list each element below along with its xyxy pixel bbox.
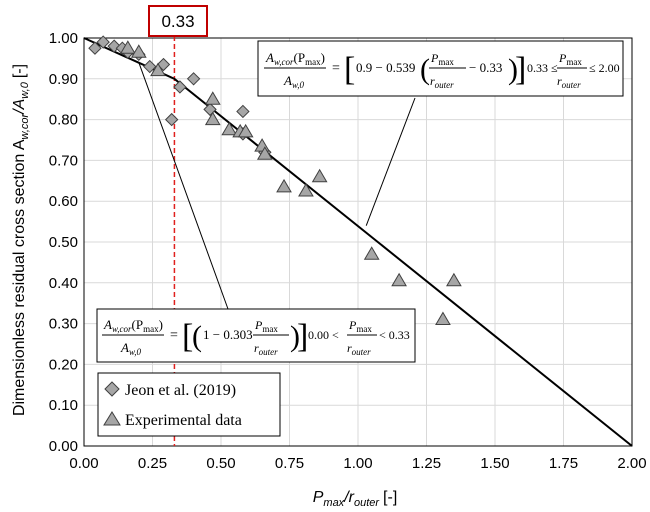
data-points — [88, 35, 462, 326]
y-axis-title: Dimensionless residual cross section Aw,… — [11, 64, 31, 416]
eq2-paren-right: ) — [290, 320, 300, 353]
experimental-data-point — [130, 44, 147, 58]
eq2-equals: = — [170, 328, 178, 343]
jeon-data-point — [164, 112, 179, 127]
y-tick-label: 0.30 — [49, 316, 78, 333]
experimental-data-point — [221, 121, 238, 136]
eq1-constant: 0.9 − 0.539 — [356, 60, 415, 75]
y-tick-label: 0.80 — [49, 112, 78, 129]
eq1-lhs-denominator: Aw,0 — [283, 73, 305, 90]
experimental-data-point — [237, 123, 254, 138]
legend-frame — [97, 372, 281, 437]
experimental-data-point — [446, 272, 462, 287]
y-tick-label: 0.50 — [49, 234, 78, 251]
x-tick-label: 1.50 — [480, 455, 509, 472]
x-tick-label: 2.00 — [617, 455, 646, 472]
jeon-data-point — [88, 41, 102, 55]
threshold-callout-box — [148, 5, 208, 37]
jeon-data-point — [96, 35, 110, 49]
eq1-range-denominator: router — [557, 74, 581, 90]
y-tick-labels: 0.00 0.10 0.20 0.30 0.40 0.50 0.60 0.70 0.80 0.90… — [49, 30, 78, 455]
experimental-data-point — [204, 91, 221, 105]
legend-triangle-icon — [103, 411, 121, 426]
x-tick-label: 1.25 — [412, 455, 441, 472]
eq1-minus: − 0.33 — [469, 60, 502, 75]
experimental-data-point — [119, 40, 136, 54]
eq1-paren-left: ( — [420, 53, 430, 86]
eq2-range-numerator: Pmax — [348, 318, 372, 334]
eq2-bracket-left: [ — [182, 318, 193, 355]
eq1-paren-right: ) — [508, 53, 518, 86]
y-tick-label: 0.70 — [49, 152, 78, 169]
eq1-bracket-left: [ — [344, 51, 355, 88]
y-tick-label: 0.20 — [49, 356, 78, 373]
eq2-paren-left: ( — [192, 320, 202, 353]
x-axis-title: Pmax/router [-] — [313, 489, 398, 509]
y-tick-label: 0.40 — [49, 275, 78, 292]
equation-upper-pointer — [365, 97, 416, 226]
eq1-bracket-right: ] — [515, 51, 526, 88]
experimental-data-point — [311, 168, 328, 183]
experimental-data-point — [298, 183, 314, 197]
jeon-data-point — [186, 72, 201, 86]
jeon-data-point — [236, 104, 250, 119]
eq2-lhs-numerator: Aw,cor(Pmax) — [103, 317, 163, 334]
eq1-equals: = — [332, 61, 340, 76]
eq2-range-right: < 0.33 — [379, 328, 410, 342]
eq1-frac-denominator: router — [430, 74, 454, 90]
jeon-data-point — [173, 80, 187, 94]
eq1-frac-numerator: Pmax — [430, 51, 454, 67]
y-tick-label: 0.90 — [49, 71, 78, 88]
x-tick-label: 0.75 — [275, 455, 304, 472]
x-tick-label: 0.00 — [69, 455, 98, 472]
y-tick-label: 0.10 — [49, 397, 78, 414]
equation-box-upper: Aw,cor(Pmax) Aw,0 = [ 0.9 − 0.539 ( Pmax… — [257, 40, 624, 97]
eq1-range-right: ≤ 2.00 — [589, 61, 620, 75]
x-tick-label: 1.00 — [343, 455, 372, 472]
x-tick-label: 0.50 — [206, 455, 235, 472]
equation-pointers — [138, 62, 416, 310]
plot-frame — [83, 37, 633, 447]
jeon-data-point — [143, 59, 157, 74]
eq2-lhs-denominator: Aw,0 — [120, 340, 142, 357]
eq1-range-left: 0.33 ≤ — [527, 61, 558, 75]
x-tick-label: 0.25 — [138, 455, 167, 472]
eq2-range-left: 0.00 < — [308, 328, 339, 342]
eq1-range-numerator: Pmax — [558, 51, 582, 67]
y-tick-label: 0.60 — [49, 193, 78, 210]
legend-label-experimental: Experimental data — [125, 412, 242, 429]
equation-box-lower: Aw,cor(Pmax) Aw,0 = [ ( 1 − 0.303 Pmax r… — [96, 308, 416, 363]
legend: Jeon et al. (2019) Experimental data — [97, 372, 281, 437]
experimental-data-point — [391, 272, 407, 287]
eq2-frac-numerator: Pmax — [254, 318, 278, 334]
y-tick-label: 0.00 — [49, 438, 78, 455]
eq2-range-denominator: router — [347, 341, 371, 357]
eq1-lhs-numerator: Aw,cor(Pmax) — [265, 50, 325, 67]
experimental-data-point — [204, 111, 221, 126]
x-tick-labels: 0.00 0.25 0.50 0.75 1.00 1.25 1.50 1.75 2.00 — [69, 455, 646, 472]
experimental-data-point — [435, 311, 451, 326]
equation-lower-pointer — [138, 62, 229, 310]
eq2-constant: 1 − 0.303 — [203, 327, 253, 342]
legend-diamond-icon — [104, 381, 120, 397]
eq2-bracket-right: ] — [297, 318, 308, 355]
y-tick-label: 1.00 — [49, 30, 78, 47]
experimental-data-point — [150, 62, 166, 77]
experimental-data-point — [276, 178, 292, 193]
x-tick-label: 1.75 — [549, 455, 578, 472]
experimental-data-point — [256, 146, 273, 160]
eq2-frac-denominator: router — [254, 341, 278, 357]
legend-label-jeon: Jeon et al. (2019) — [125, 382, 236, 399]
experimental-data-point — [363, 246, 380, 260]
threshold-callout-label: 0.33 — [161, 12, 194, 31]
